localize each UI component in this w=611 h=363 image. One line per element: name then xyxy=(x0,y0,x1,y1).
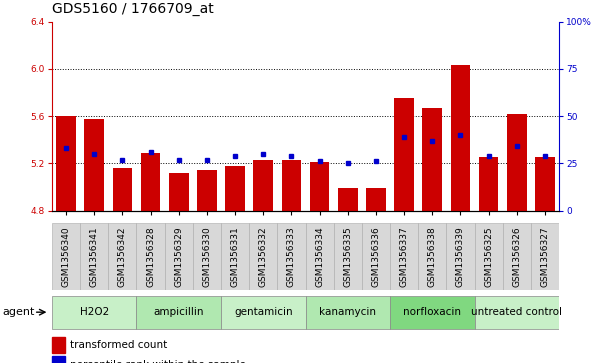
Text: GSM1356335: GSM1356335 xyxy=(343,227,353,287)
Text: GSM1356339: GSM1356339 xyxy=(456,227,465,287)
Text: GSM1356338: GSM1356338 xyxy=(428,227,437,287)
FancyBboxPatch shape xyxy=(334,223,362,290)
Bar xyxy=(254,160,273,211)
Text: transformed count: transformed count xyxy=(70,340,167,350)
Text: untreated control: untreated control xyxy=(471,307,562,317)
Text: GSM1356330: GSM1356330 xyxy=(202,227,211,287)
FancyBboxPatch shape xyxy=(108,223,136,290)
Bar xyxy=(394,98,414,211)
Text: gentamicin: gentamicin xyxy=(234,307,293,317)
Text: GSM1356340: GSM1356340 xyxy=(62,227,70,287)
FancyBboxPatch shape xyxy=(306,296,390,329)
FancyBboxPatch shape xyxy=(136,296,221,329)
FancyBboxPatch shape xyxy=(52,296,136,329)
Bar xyxy=(52,337,65,353)
Text: GSM1356328: GSM1356328 xyxy=(146,227,155,287)
FancyBboxPatch shape xyxy=(362,223,390,290)
Text: ampicillin: ampicillin xyxy=(153,307,204,317)
Bar xyxy=(141,153,161,211)
FancyBboxPatch shape xyxy=(80,223,108,290)
FancyBboxPatch shape xyxy=(249,223,277,290)
FancyBboxPatch shape xyxy=(193,223,221,290)
FancyBboxPatch shape xyxy=(306,223,334,290)
FancyBboxPatch shape xyxy=(164,223,193,290)
Bar xyxy=(169,173,189,211)
Bar xyxy=(450,65,470,211)
FancyBboxPatch shape xyxy=(447,223,475,290)
Text: GSM1356333: GSM1356333 xyxy=(287,227,296,287)
Text: percentile rank within the sample: percentile rank within the sample xyxy=(70,360,246,363)
Text: GSM1356341: GSM1356341 xyxy=(90,227,99,287)
Text: GDS5160 / 1766709_at: GDS5160 / 1766709_at xyxy=(52,2,214,16)
Text: GSM1356325: GSM1356325 xyxy=(484,227,493,287)
Bar xyxy=(84,118,104,211)
Bar xyxy=(225,166,245,211)
Bar xyxy=(197,170,217,211)
Text: agent: agent xyxy=(2,307,35,317)
Text: GSM1356337: GSM1356337 xyxy=(400,227,409,287)
FancyBboxPatch shape xyxy=(221,296,306,329)
FancyBboxPatch shape xyxy=(221,223,249,290)
Text: GSM1356331: GSM1356331 xyxy=(230,227,240,287)
Bar xyxy=(56,116,76,211)
Bar xyxy=(422,108,442,211)
FancyBboxPatch shape xyxy=(418,223,447,290)
Text: GSM1356332: GSM1356332 xyxy=(258,227,268,287)
FancyBboxPatch shape xyxy=(390,296,475,329)
Bar xyxy=(112,168,132,211)
Bar xyxy=(507,114,527,211)
FancyBboxPatch shape xyxy=(52,223,80,290)
Text: GSM1356336: GSM1356336 xyxy=(371,227,381,287)
Text: GSM1356326: GSM1356326 xyxy=(512,227,521,287)
FancyBboxPatch shape xyxy=(136,223,164,290)
Bar xyxy=(338,188,357,211)
Bar xyxy=(479,158,499,211)
Bar xyxy=(52,356,65,363)
Text: GSM1356329: GSM1356329 xyxy=(174,227,183,287)
Bar xyxy=(535,158,555,211)
Text: GSM1356327: GSM1356327 xyxy=(541,227,549,287)
FancyBboxPatch shape xyxy=(277,223,306,290)
FancyBboxPatch shape xyxy=(475,296,559,329)
FancyBboxPatch shape xyxy=(531,223,559,290)
Text: H2O2: H2O2 xyxy=(79,307,109,317)
Text: kanamycin: kanamycin xyxy=(320,307,376,317)
Text: GSM1356334: GSM1356334 xyxy=(315,227,324,287)
Text: norfloxacin: norfloxacin xyxy=(403,307,461,317)
Bar xyxy=(310,162,329,211)
FancyBboxPatch shape xyxy=(503,223,531,290)
Bar xyxy=(366,188,386,211)
FancyBboxPatch shape xyxy=(475,223,503,290)
Bar xyxy=(282,160,301,211)
Text: GSM1356342: GSM1356342 xyxy=(118,227,127,287)
FancyBboxPatch shape xyxy=(390,223,418,290)
